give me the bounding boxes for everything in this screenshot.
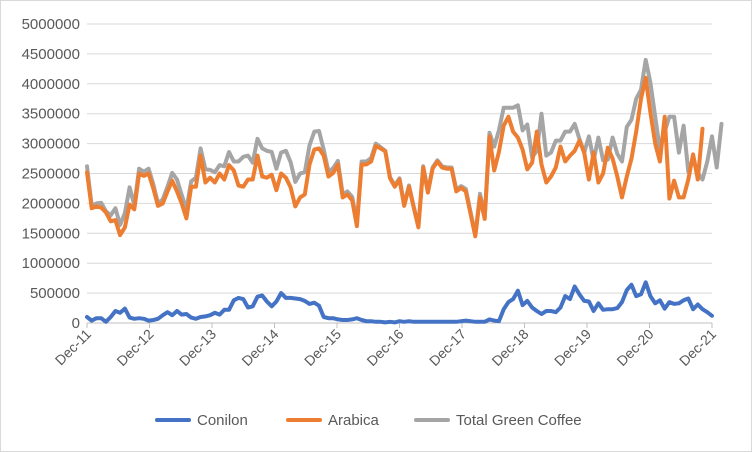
- x-axis: Dec-11 Dec-12 Dec-13 Dec-14 Dec-15 Dec-16 Dec-…: [52, 323, 719, 369]
- legend: Conilon Arabica Total Green Coffee: [155, 412, 582, 429]
- x-tick-label: Dec-19: [551, 326, 594, 369]
- x-tick-label: Dec-13: [176, 326, 219, 369]
- y-tick-label: 1000000: [22, 255, 80, 272]
- y-tick-label: 2500000: [22, 166, 80, 183]
- x-tick-label: Dec-11: [52, 326, 95, 369]
- x-tick-label: Dec-21: [676, 326, 719, 369]
- y-tick-label: 1500000: [22, 225, 80, 242]
- y-tick-label: 4500000: [22, 46, 80, 63]
- y-tick-label: 500000: [30, 285, 80, 302]
- x-tick-label: Dec-14: [238, 326, 281, 369]
- y-tick-label: 4000000: [22, 76, 80, 93]
- gridlines: [87, 23, 712, 324]
- legend-label: Conilon: [197, 412, 248, 429]
- y-tick-label: 3500000: [22, 106, 80, 123]
- x-tick-label: Dec-15: [301, 326, 344, 369]
- series-lines: [85, 57, 724, 325]
- y-tick-label: 3000000: [22, 136, 80, 153]
- series-line-conilon: [85, 280, 714, 325]
- x-tick-label: Dec-18: [488, 326, 531, 369]
- x-tick-label: Dec-16: [363, 326, 406, 369]
- legend-label: Arabica: [328, 412, 380, 429]
- y-axis: 0 500000 1000000 1500000 2000000 2500000 30000…: [22, 16, 80, 332]
- y-tick-label: 0: [72, 315, 80, 332]
- x-tick-label: Dec-20: [613, 326, 656, 369]
- series-line-arabica: [85, 75, 705, 239]
- x-tick-label: Dec-17: [426, 326, 469, 369]
- y-tick-label: 5000000: [22, 16, 80, 33]
- y-tick-label: 2000000: [22, 195, 80, 212]
- x-tick-label: Dec-12: [113, 326, 156, 369]
- legend-label: Total Green Coffee: [456, 412, 582, 429]
